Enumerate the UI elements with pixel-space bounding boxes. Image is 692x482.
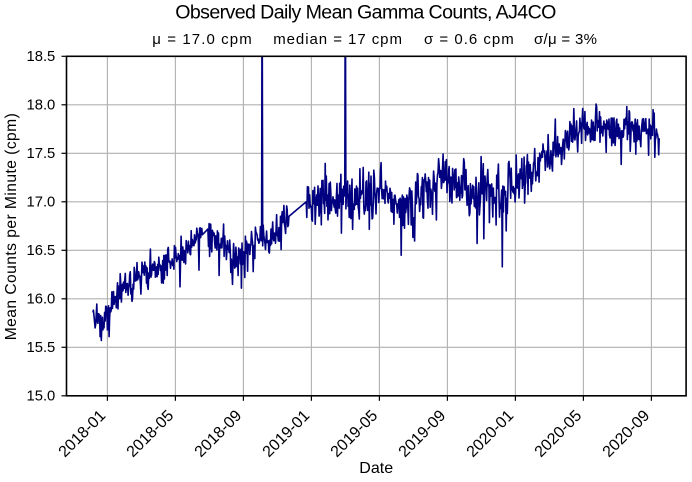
svg-text:Date: Date [359,460,393,477]
svg-text:σ = 0.6 cpm: σ = 0.6 cpm [424,31,515,48]
svg-text:16.5: 16.5 [26,243,55,259]
svg-text:18.5: 18.5 [26,49,55,65]
svg-text:17.0: 17.0 [26,195,55,211]
svg-text:17.5: 17.5 [26,146,55,162]
svg-text:15.5: 15.5 [26,340,55,356]
svg-text:Mean Counts per Minute (cpm): Mean Counts per Minute (cpm) [3,113,20,341]
svg-text:Observed Daily Mean Gamma Coun: Observed Daily Mean Gamma Counts, AJ4CO [175,2,556,24]
svg-text:μ = 17.0 cpm: μ = 17.0 cpm [152,31,253,48]
svg-text:15.0: 15.0 [26,389,55,405]
svg-text:18.0: 18.0 [26,98,55,114]
svg-text:σ/μ = 3%: σ/μ = 3% [534,31,597,48]
svg-text:median = 17 cpm: median = 17 cpm [273,31,403,48]
svg-text:16.0: 16.0 [26,292,55,308]
